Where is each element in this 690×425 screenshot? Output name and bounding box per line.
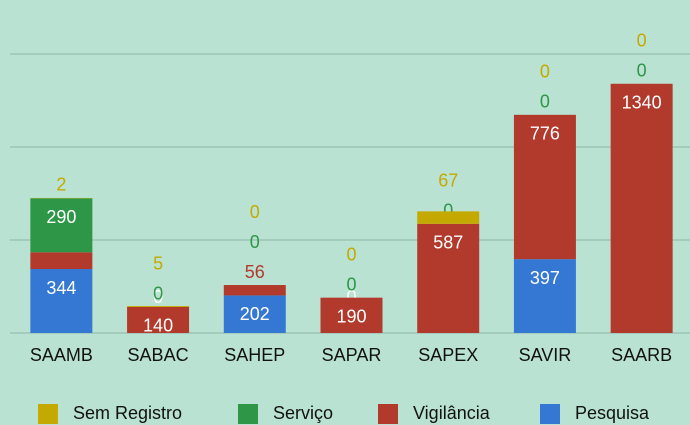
- data-label: 67: [438, 171, 458, 191]
- data-label: 0: [443, 201, 453, 221]
- legend-swatch: [38, 404, 58, 424]
- data-label: 0: [346, 244, 356, 264]
- data-label: 56: [245, 262, 265, 282]
- legend-swatch: [540, 404, 560, 424]
- x-tick-label: SAVIR: [519, 345, 572, 365]
- x-tick-label: SAPEX: [418, 345, 478, 365]
- data-label: 344: [46, 278, 76, 298]
- data-label: 5: [153, 254, 163, 274]
- x-tick-label: SAAMB: [30, 345, 93, 365]
- bar-segment: [30, 269, 93, 333]
- data-label: 587: [433, 233, 463, 253]
- bar-segment: [513, 259, 576, 333]
- x-tick-label: SAARB: [611, 345, 672, 365]
- data-label: 776: [530, 124, 560, 144]
- data-label: 190: [336, 306, 366, 326]
- x-tick-label: SAHEP: [224, 345, 285, 365]
- data-label: 1340: [622, 93, 662, 113]
- data-label: 0: [637, 61, 647, 81]
- data-label: 202: [240, 304, 270, 324]
- bar-segment: [417, 211, 480, 224]
- data-label: 0: [153, 284, 163, 304]
- legend-label: Pesquisa: [575, 403, 650, 423]
- data-label: 0: [540, 92, 550, 112]
- bar-segment: [320, 297, 383, 333]
- data-label: 397: [530, 268, 560, 288]
- legend-label: Serviço: [273, 403, 333, 423]
- data-label: 0: [250, 232, 260, 252]
- bar-segment: [223, 285, 286, 296]
- bar-segment: [417, 223, 480, 333]
- x-tick-label: SAPAR: [322, 345, 382, 365]
- bar-segment: [127, 306, 190, 307]
- data-label: 0: [250, 202, 260, 222]
- legend-label: Sem Registro: [73, 403, 182, 423]
- data-label: 0: [540, 62, 550, 82]
- bar-segment: [30, 198, 93, 253]
- legend-swatch: [238, 404, 258, 424]
- bar-segment: [127, 306, 190, 333]
- bar-segment: [610, 83, 673, 333]
- legend-swatch: [378, 404, 398, 424]
- data-label: 290: [46, 207, 76, 227]
- x-tick-label: SABAC: [128, 345, 189, 365]
- data-label: 140: [143, 316, 173, 336]
- bar-segment: [513, 114, 576, 260]
- data-label: 0: [153, 287, 163, 307]
- data-label: 0: [346, 287, 356, 307]
- bar-segment: [223, 295, 286, 333]
- data-label: 0: [346, 274, 356, 294]
- bar-segment: [30, 252, 93, 270]
- legend-label: Vigilância: [413, 403, 491, 423]
- data-label: 0: [637, 31, 647, 51]
- data-label: 2: [56, 175, 66, 195]
